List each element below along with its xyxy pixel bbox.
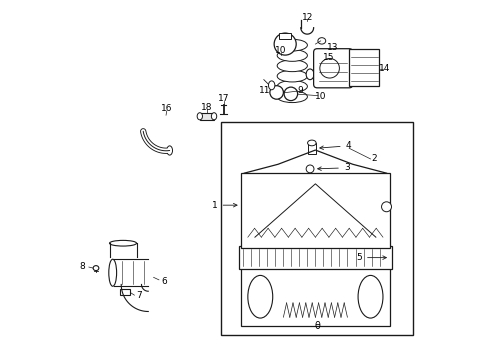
Bar [221, 122, 412, 335]
Bar [240, 173, 389, 248]
Ellipse shape [284, 87, 297, 101]
Text: 13: 13 [327, 43, 338, 52]
Text: 12: 12 [301, 12, 312, 21]
Ellipse shape [276, 60, 307, 72]
Ellipse shape [166, 146, 172, 155]
Text: 18: 18 [201, 103, 212, 112]
Ellipse shape [276, 70, 307, 82]
Text: 11: 11 [258, 86, 270, 95]
Text: 5: 5 [356, 253, 386, 262]
Bar [239, 246, 391, 269]
Ellipse shape [93, 266, 99, 271]
Ellipse shape [247, 275, 272, 318]
FancyBboxPatch shape [313, 49, 352, 88]
Ellipse shape [109, 240, 136, 246]
Text: 10: 10 [314, 92, 326, 101]
Text: 15: 15 [322, 53, 333, 62]
Ellipse shape [307, 140, 316, 146]
Bar [279, 33, 290, 39]
Text: 10: 10 [274, 46, 286, 55]
Ellipse shape [197, 113, 202, 120]
Text: 2: 2 [370, 155, 376, 164]
Text: 9: 9 [297, 86, 302, 95]
Text: 6: 6 [161, 277, 167, 286]
Ellipse shape [211, 113, 216, 120]
Ellipse shape [319, 59, 339, 78]
Text: 8: 8 [79, 262, 85, 271]
Text: 14: 14 [378, 65, 390, 74]
Bar [240, 267, 389, 326]
Ellipse shape [357, 275, 382, 318]
Bar [348, 49, 378, 86]
Ellipse shape [305, 69, 313, 80]
Ellipse shape [276, 91, 307, 102]
Ellipse shape [268, 81, 274, 90]
Text: 3: 3 [317, 164, 349, 172]
Text: 17: 17 [217, 94, 229, 103]
Text: 16: 16 [161, 104, 172, 113]
Ellipse shape [108, 259, 116, 286]
Text: 4: 4 [319, 141, 350, 150]
Text: 7: 7 [136, 291, 141, 300]
Ellipse shape [317, 38, 325, 44]
Bar [120, 289, 130, 295]
Ellipse shape [276, 50, 307, 61]
Ellipse shape [381, 202, 391, 212]
Ellipse shape [269, 86, 283, 99]
Ellipse shape [305, 165, 313, 173]
Ellipse shape [276, 39, 307, 51]
Text: 1: 1 [212, 201, 237, 210]
Text: θ: θ [314, 321, 319, 331]
Ellipse shape [273, 33, 296, 55]
Ellipse shape [276, 81, 307, 92]
Bar [307, 143, 316, 154]
Bar [199, 113, 213, 120]
